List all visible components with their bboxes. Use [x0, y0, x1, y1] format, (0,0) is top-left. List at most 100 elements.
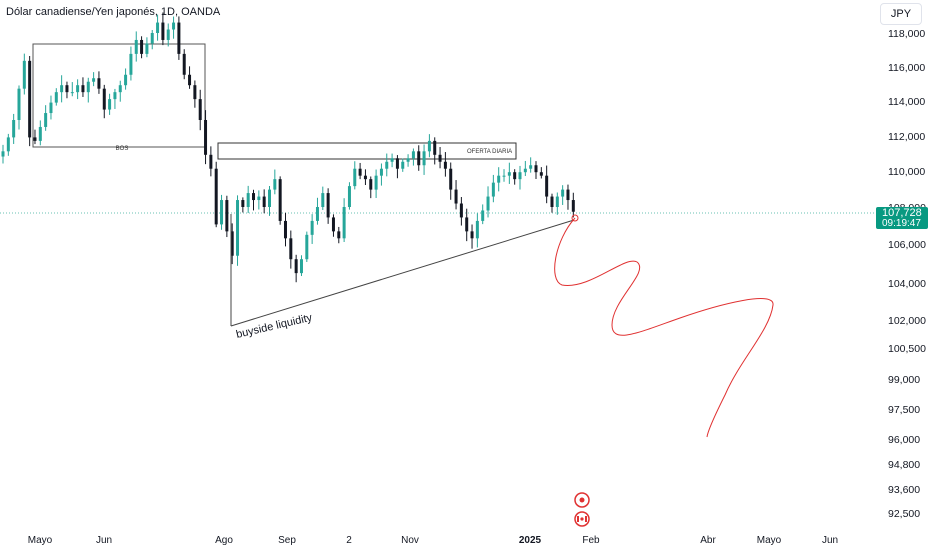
candle-body	[438, 154, 442, 162]
candle-body	[76, 85, 80, 93]
candle-body	[140, 39, 144, 54]
price-tick-label: 96,000	[888, 434, 920, 446]
candle-body	[321, 193, 325, 207]
candle-body	[337, 231, 341, 239]
candle-body	[44, 113, 48, 127]
time-axis[interactable]: Mayo Jun Ago Sep 2 Nov 2025 Feb Abr Mayo Jun	[28, 535, 838, 546]
candle-body	[465, 217, 469, 232]
time-tick-label: Jun	[96, 535, 112, 546]
candle-body	[427, 140, 431, 152]
candles	[1, 12, 575, 283]
time-tick-label: Mayo	[28, 535, 53, 546]
candle-body	[566, 189, 570, 201]
candle-body	[38, 126, 42, 141]
candle-body	[49, 102, 53, 114]
candle-body	[54, 92, 58, 103]
candle-body	[363, 175, 367, 180]
candle-body	[555, 196, 559, 207]
candle-body	[443, 161, 447, 169]
candle-body	[17, 88, 21, 120]
candle-body	[518, 172, 522, 180]
candle-body	[379, 168, 383, 176]
candle-body	[22, 60, 26, 89]
candle-body	[81, 85, 85, 93]
candle-body	[513, 172, 517, 180]
currency-button[interactable]: JPY	[880, 3, 922, 25]
candle-body	[459, 203, 463, 218]
candle-body	[108, 99, 112, 110]
bos-zone	[32, 43, 206, 148]
candle-body	[60, 85, 64, 93]
candle-body	[454, 189, 458, 204]
candle-body	[198, 99, 202, 120]
canada-flag-icon[interactable]	[574, 511, 590, 527]
candle-body	[102, 88, 106, 110]
candle-body	[262, 196, 266, 207]
oferta-diaria-label: OFERTA DIARIA	[467, 149, 512, 155]
candle-body	[481, 210, 485, 221]
price-tick-label: 104,000	[888, 278, 926, 290]
candle-body	[486, 196, 490, 211]
candle-body	[182, 53, 186, 75]
candle-body	[124, 74, 128, 86]
candle-body	[406, 158, 410, 162]
candle-body	[534, 165, 538, 173]
price-tick-label: 99,000	[888, 374, 920, 386]
candle-body	[193, 85, 197, 100]
candle-body	[230, 231, 234, 256]
candle-body	[134, 39, 138, 54]
price-badge: 107,728 09:19:47	[876, 207, 928, 229]
candle-body	[315, 207, 319, 221]
candle-body	[278, 179, 282, 221]
candle-body	[550, 196, 554, 207]
candle-body	[129, 53, 133, 75]
buyside-label: buyside liquidity	[235, 312, 314, 341]
candle-body	[491, 182, 495, 197]
price-tick-label: 93,600	[888, 484, 920, 496]
candle-body	[86, 81, 90, 93]
time-tick-label: Sep	[278, 535, 296, 546]
price-tick-label: 97,500	[888, 404, 920, 416]
candle-body	[246, 193, 250, 207]
candle-body	[561, 189, 565, 197]
candle-body	[401, 161, 405, 169]
candle-body	[1, 151, 5, 157]
candle-body	[507, 172, 511, 176]
candle-body	[268, 189, 271, 207]
candle-body	[33, 137, 37, 141]
candle-body	[417, 151, 421, 166]
candle-body	[475, 220, 479, 239]
candle-body	[395, 158, 399, 169]
price-axis[interactable]: 118,000116,000114,000112,000110,000108,0…	[888, 28, 926, 520]
candle-body	[273, 179, 277, 190]
chart-title: Dólar canadiense/Yen japonés, 1D, OANDA	[6, 6, 221, 18]
candle-body	[172, 22, 176, 30]
time-tick-label: Abr	[700, 535, 716, 546]
candle-body	[310, 220, 314, 235]
candle-body	[225, 200, 229, 232]
circle-dot-icon[interactable]	[574, 492, 590, 508]
price-tick-label: 102,000	[888, 315, 926, 327]
candle-body	[523, 168, 527, 173]
candle-body	[385, 161, 389, 169]
price-tick-label: 100,500	[888, 343, 926, 355]
candle-body	[358, 168, 362, 176]
candle-body	[97, 78, 101, 89]
candle-body	[92, 78, 96, 82]
candle-body	[502, 175, 506, 177]
candle-body	[204, 120, 208, 155]
candle-body	[374, 175, 378, 190]
candle-body	[220, 200, 224, 225]
time-tick-label: Feb	[582, 535, 600, 546]
price-tick-label: 118,000	[888, 28, 925, 40]
candle-body	[433, 140, 437, 155]
candle-body	[28, 60, 32, 138]
candle-body	[113, 92, 117, 100]
candle-body	[353, 168, 357, 187]
candle-body	[299, 259, 303, 274]
time-tick-label: 2	[346, 535, 352, 546]
candle-body	[177, 22, 181, 54]
time-tick-label: Ago	[215, 535, 233, 546]
candle-body	[369, 179, 373, 190]
